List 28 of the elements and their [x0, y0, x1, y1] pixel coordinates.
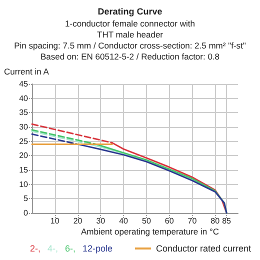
y-axis-title: Current in A: [4, 66, 50, 76]
x-tick-label: 20: [73, 216, 83, 226]
text: 2-,: [30, 244, 41, 254]
y-tick-label: 10: [19, 180, 29, 189]
x-tick-label: 60: [164, 216, 174, 226]
y-tick-label: 5: [24, 194, 29, 204]
x-tick-label: 70: [188, 216, 198, 226]
x-tick-label: 85: [222, 216, 232, 226]
chart-subtitle: 1-conductor female connector with THT male header Pin spacing: 7.5 mm / Conductor cross-section: 2.5 mm² "f-st" Based on: EN 60512-5-2 / Reduction factor: 0.8: [14, 18, 246, 62]
x-tick-label: 80: [210, 216, 220, 226]
text: 12-pole: [82, 244, 113, 254]
chart-title: Derating Curve: [98, 6, 162, 16]
y-tick-label: 15: [19, 166, 29, 174]
legend-label: Conductor rated current: [156, 244, 252, 254]
y-tick-label: 35: [19, 108, 29, 118]
y-tick-label: 0: [24, 208, 29, 218]
x-tick-label: 10: [50, 216, 60, 226]
text: 4-,: [48, 244, 58, 254]
x-axis-title: Ambient operating temperature in °C: [80, 226, 220, 236]
y-tick-label: 45: [19, 80, 29, 88]
x-tick-label: 40: [119, 216, 129, 226]
text: 6-,: [65, 244, 76, 254]
y-tick-label: 20: [19, 151, 29, 160]
y-tick-label: 30: [19, 122, 29, 132]
x-tick-label: 50: [142, 216, 152, 226]
x-tick-label: 30: [96, 216, 106, 226]
y-tick-label: 40: [19, 94, 29, 103]
y-tick-label: 25: [19, 136, 29, 146]
